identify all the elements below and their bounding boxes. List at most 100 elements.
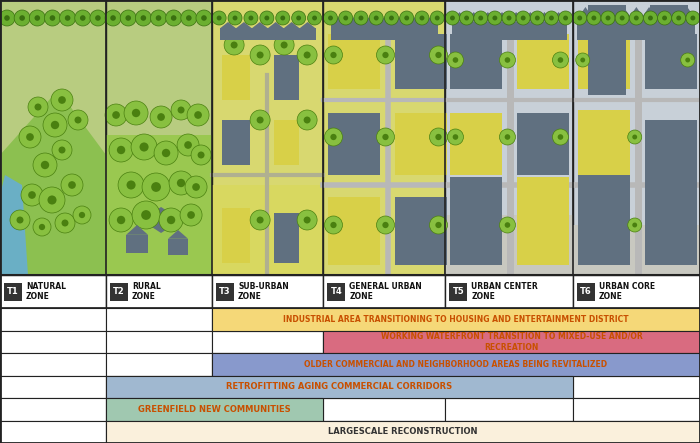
Circle shape xyxy=(62,219,69,226)
Bar xyxy=(536,22,552,40)
Circle shape xyxy=(505,57,510,63)
Polygon shape xyxy=(422,17,438,25)
Bar xyxy=(451,34,503,89)
Bar xyxy=(323,330,700,353)
Circle shape xyxy=(377,216,395,234)
Polygon shape xyxy=(466,12,482,22)
Bar xyxy=(0,398,106,420)
Circle shape xyxy=(325,46,342,64)
Bar xyxy=(573,225,700,275)
Circle shape xyxy=(304,51,311,58)
Circle shape xyxy=(39,224,45,230)
Circle shape xyxy=(151,182,161,192)
Polygon shape xyxy=(0,175,28,275)
Polygon shape xyxy=(578,7,594,19)
Circle shape xyxy=(628,218,642,232)
Circle shape xyxy=(34,15,40,21)
Bar xyxy=(578,110,630,175)
Bar xyxy=(361,25,377,40)
Bar xyxy=(645,135,696,265)
Circle shape xyxy=(382,134,389,140)
Circle shape xyxy=(377,128,395,146)
Circle shape xyxy=(80,15,85,21)
Circle shape xyxy=(193,183,200,191)
Bar xyxy=(629,19,645,40)
Bar xyxy=(392,25,407,40)
Circle shape xyxy=(117,216,125,224)
Circle shape xyxy=(435,134,442,140)
Circle shape xyxy=(135,10,151,26)
Circle shape xyxy=(65,15,71,21)
Circle shape xyxy=(109,208,133,232)
Circle shape xyxy=(304,117,311,124)
Bar xyxy=(323,398,445,420)
Circle shape xyxy=(632,222,637,227)
Circle shape xyxy=(505,134,510,140)
Polygon shape xyxy=(536,12,552,22)
Bar xyxy=(106,308,212,330)
Bar xyxy=(650,5,687,85)
Circle shape xyxy=(191,145,211,165)
Circle shape xyxy=(41,161,49,169)
Circle shape xyxy=(194,111,202,119)
Circle shape xyxy=(171,100,191,120)
Bar xyxy=(551,22,566,40)
Circle shape xyxy=(28,97,48,117)
Bar xyxy=(212,420,323,443)
Bar xyxy=(106,420,212,443)
Bar xyxy=(449,283,468,300)
Bar xyxy=(645,120,696,175)
Text: NATURAL
ZONE: NATURAL ZONE xyxy=(26,282,66,301)
Bar xyxy=(220,28,236,40)
Circle shape xyxy=(196,10,212,26)
Circle shape xyxy=(343,16,348,20)
Circle shape xyxy=(28,191,36,199)
Text: RETROFITTING AGING COMMERCIAL CORRIDORS: RETROFITTING AGING COMMERCIAL CORRIDORS xyxy=(226,382,452,391)
Bar xyxy=(168,239,188,255)
Circle shape xyxy=(580,58,585,62)
Circle shape xyxy=(680,53,694,67)
Circle shape xyxy=(180,204,202,226)
Bar xyxy=(0,275,106,308)
Circle shape xyxy=(50,15,55,21)
Circle shape xyxy=(507,16,512,20)
Bar xyxy=(284,28,300,40)
Circle shape xyxy=(292,11,306,25)
Bar xyxy=(212,0,323,275)
Circle shape xyxy=(606,16,610,20)
Circle shape xyxy=(250,45,270,65)
Circle shape xyxy=(369,11,383,25)
Circle shape xyxy=(312,16,317,20)
Circle shape xyxy=(14,10,30,26)
Circle shape xyxy=(257,117,264,124)
Circle shape xyxy=(45,10,60,26)
Text: LARGESCALE RECONSTRUCTION: LARGESCALE RECONSTRUCTION xyxy=(328,427,478,436)
Bar xyxy=(328,113,381,175)
Polygon shape xyxy=(168,230,188,239)
Bar xyxy=(0,308,106,330)
Circle shape xyxy=(21,184,43,206)
Bar xyxy=(328,34,381,89)
Bar xyxy=(106,353,212,376)
Circle shape xyxy=(405,16,409,20)
Circle shape xyxy=(558,57,564,63)
Circle shape xyxy=(384,11,398,25)
Polygon shape xyxy=(361,17,377,25)
Circle shape xyxy=(120,10,136,26)
Circle shape xyxy=(389,16,394,20)
Polygon shape xyxy=(141,207,181,233)
Circle shape xyxy=(297,110,317,130)
Bar xyxy=(517,34,570,89)
Circle shape xyxy=(374,16,379,20)
Circle shape xyxy=(575,53,589,67)
Bar xyxy=(106,275,212,308)
Circle shape xyxy=(430,46,447,64)
Bar xyxy=(445,215,573,275)
Bar xyxy=(445,330,573,353)
Circle shape xyxy=(358,16,363,20)
Circle shape xyxy=(601,11,615,25)
Bar xyxy=(274,213,299,263)
Circle shape xyxy=(150,10,167,26)
Circle shape xyxy=(95,15,101,21)
Circle shape xyxy=(59,147,66,154)
